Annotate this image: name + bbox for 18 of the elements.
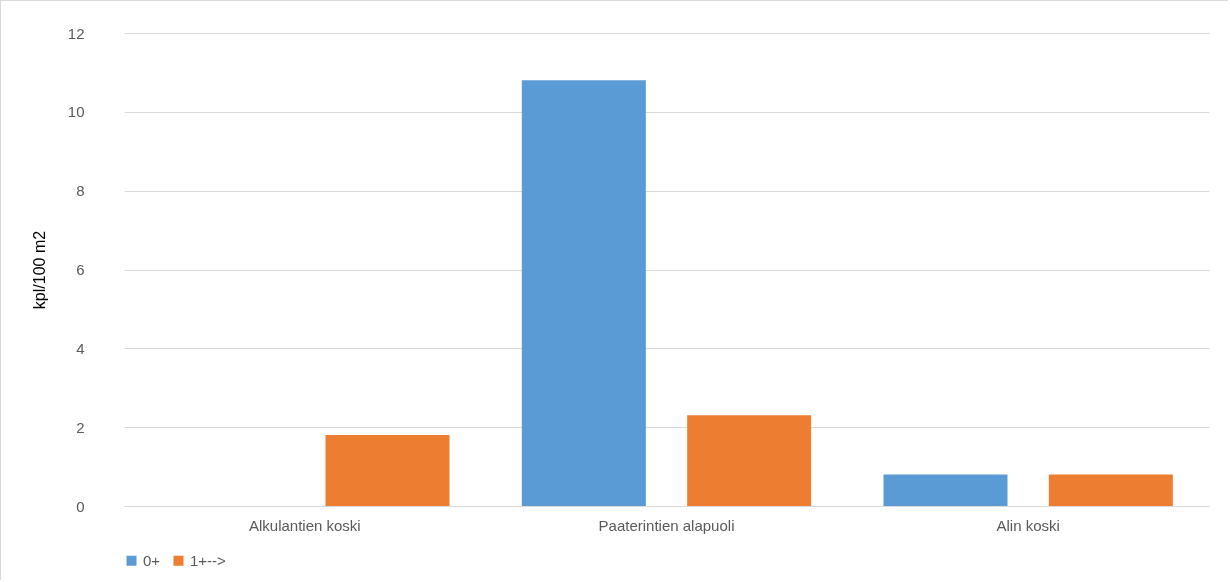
y-tick-label: 8 [76,182,85,200]
x-tick-label: Paaterintien alapuoli [598,516,735,534]
y-tick-label: 0 [76,497,85,515]
y-axis-title: kpl/100 m2 [30,230,48,310]
x-tick-label: Alkulantien koski [248,516,361,534]
y-tick-label: 12 [67,24,85,42]
y-tick-label: 10 [67,103,85,121]
legend-label: 0+ [143,551,161,569]
bar [883,474,1008,506]
bar [1048,474,1173,506]
x-tick-label: Alin koski [996,516,1060,534]
bar [325,435,450,506]
legend-label: 1+--> [190,551,227,569]
bar [521,80,646,506]
y-tick-label: 4 [76,339,85,357]
y-tick-label: 6 [76,261,85,278]
bar [687,415,812,506]
y-tick-label: 2 [76,418,85,436]
